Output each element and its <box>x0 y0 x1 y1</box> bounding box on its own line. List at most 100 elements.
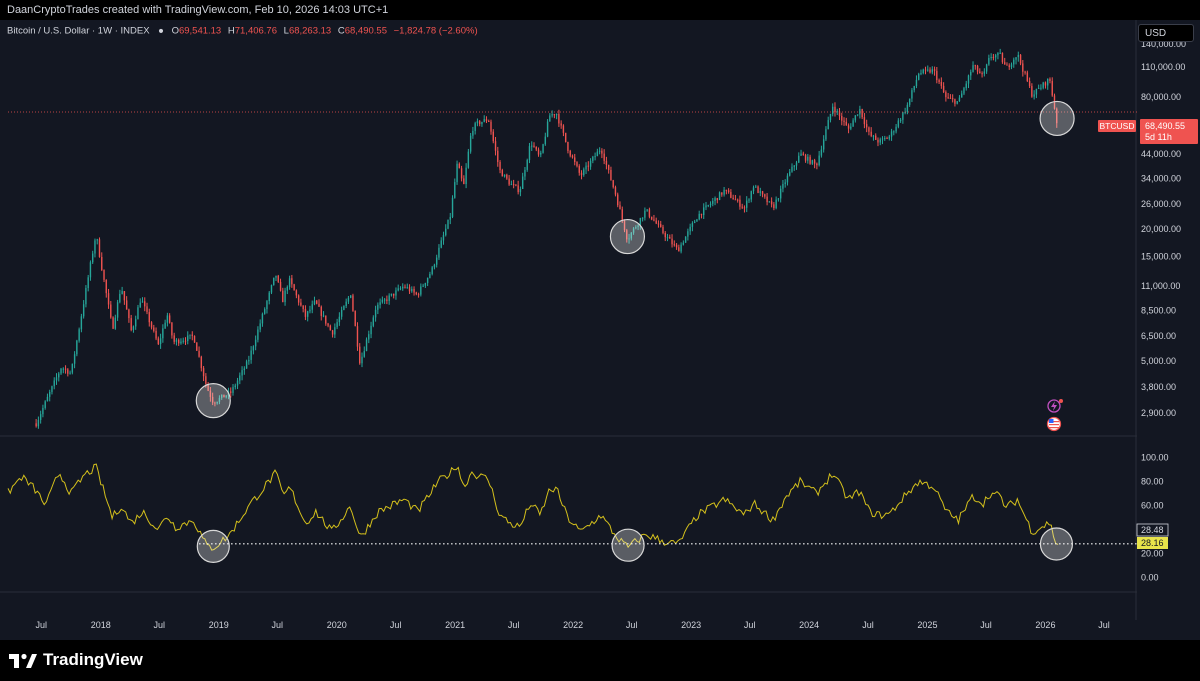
candle-body <box>895 126 897 132</box>
candle-body <box>51 386 53 392</box>
candle-body <box>478 121 481 125</box>
candle-body <box>739 199 741 207</box>
candle-body <box>924 69 927 71</box>
candle-body <box>578 166 580 173</box>
candle-body <box>223 394 225 398</box>
rsi-value-tags: 28.48 28.16 <box>1136 523 1169 549</box>
candle-body <box>766 196 768 203</box>
candle-body <box>913 86 915 91</box>
candle-body <box>675 244 678 248</box>
candle-body <box>150 322 153 328</box>
candle-body <box>859 109 861 115</box>
price-tick-label: 44,000.00 <box>1141 149 1181 159</box>
currency-button[interactable]: USD <box>1138 24 1194 42</box>
candle-body <box>279 281 282 291</box>
candle-body <box>621 209 623 220</box>
candle-body <box>847 125 850 129</box>
candle-body <box>422 285 424 287</box>
candle-body <box>988 57 990 65</box>
candle-body <box>1024 71 1026 73</box>
candle-body <box>884 138 886 140</box>
candle-body <box>598 150 601 152</box>
candle-body <box>1028 81 1031 87</box>
candle-body <box>1013 59 1015 65</box>
candle-body <box>474 123 476 131</box>
candle-body <box>313 300 316 305</box>
candle-body <box>551 114 553 116</box>
candle-body <box>1001 52 1004 63</box>
candle-body <box>1017 54 1019 58</box>
candle-body <box>306 311 309 317</box>
price-tick-label: 20,000.00 <box>1141 224 1181 234</box>
candle-body <box>865 124 868 128</box>
candle-body <box>899 119 902 121</box>
candle-body <box>205 376 207 384</box>
candle-body <box>1037 87 1040 89</box>
lightning-icon[interactable] <box>1047 399 1063 413</box>
candle-body <box>184 340 187 342</box>
candle-body <box>159 338 162 345</box>
candle-body <box>879 139 881 143</box>
candle-body <box>655 220 657 224</box>
date-tick-label: 2021 <box>445 620 465 630</box>
candle-body <box>569 150 571 156</box>
candle-body <box>793 165 795 167</box>
candle-body <box>531 145 533 147</box>
candle-body <box>870 131 872 136</box>
candle-body <box>605 160 608 165</box>
candle-body <box>288 278 291 287</box>
tradingview-logo[interactable]: TradingView <box>9 650 143 670</box>
candle-body <box>818 155 820 166</box>
candle-body <box>361 356 363 364</box>
candle-body <box>845 121 848 126</box>
candle-body <box>336 322 338 328</box>
candle-body <box>451 197 454 217</box>
candle-body <box>741 206 743 208</box>
candle-body <box>125 300 128 310</box>
candle-body <box>449 216 451 220</box>
footer-bar <box>0 640 1200 681</box>
candle-body <box>875 135 877 140</box>
candle-body <box>406 287 408 289</box>
candle-body <box>245 361 248 369</box>
candle-body <box>62 368 64 370</box>
candle-body <box>334 327 336 335</box>
candle-body <box>322 315 325 317</box>
chart-area[interactable]: 140,000.00110,000.0080,000.0058,000.0044… <box>0 20 1200 640</box>
candle-body <box>349 295 352 298</box>
candle-body <box>990 56 992 58</box>
candle-body <box>128 309 130 319</box>
candle-body <box>429 273 431 278</box>
us-flag-icon[interactable] <box>1046 416 1062 432</box>
candle-body <box>904 112 906 114</box>
chart-background <box>0 20 1200 640</box>
candle-body <box>211 396 214 403</box>
rsi-highlight-circle <box>196 529 230 564</box>
candle-body <box>494 141 497 151</box>
candle-body <box>390 293 393 296</box>
candle-body <box>644 210 646 218</box>
tradingview-brand: TradingView <box>43 650 143 669</box>
candle-body <box>460 168 463 179</box>
candle-body <box>426 277 429 283</box>
candle-body <box>886 138 888 140</box>
candle-body <box>592 156 594 161</box>
candle-body <box>236 380 239 386</box>
candle-body <box>270 285 273 293</box>
candle-body <box>180 341 182 344</box>
legend-dot: ● <box>158 26 164 37</box>
candle-body <box>320 306 322 316</box>
date-tick-label: Jul <box>744 620 756 630</box>
candle-body <box>562 125 565 133</box>
rsi-tick-label: 0.00 <box>1141 573 1159 583</box>
candle-body <box>506 174 508 179</box>
candle-body <box>954 99 956 104</box>
candle-body <box>553 114 556 116</box>
candle-body <box>230 391 232 393</box>
candle-body <box>657 223 660 225</box>
open-label: O <box>172 26 179 37</box>
candle-body <box>1026 72 1029 82</box>
candle-body <box>266 301 268 310</box>
candle-body <box>39 414 42 420</box>
candle-body <box>417 294 420 296</box>
